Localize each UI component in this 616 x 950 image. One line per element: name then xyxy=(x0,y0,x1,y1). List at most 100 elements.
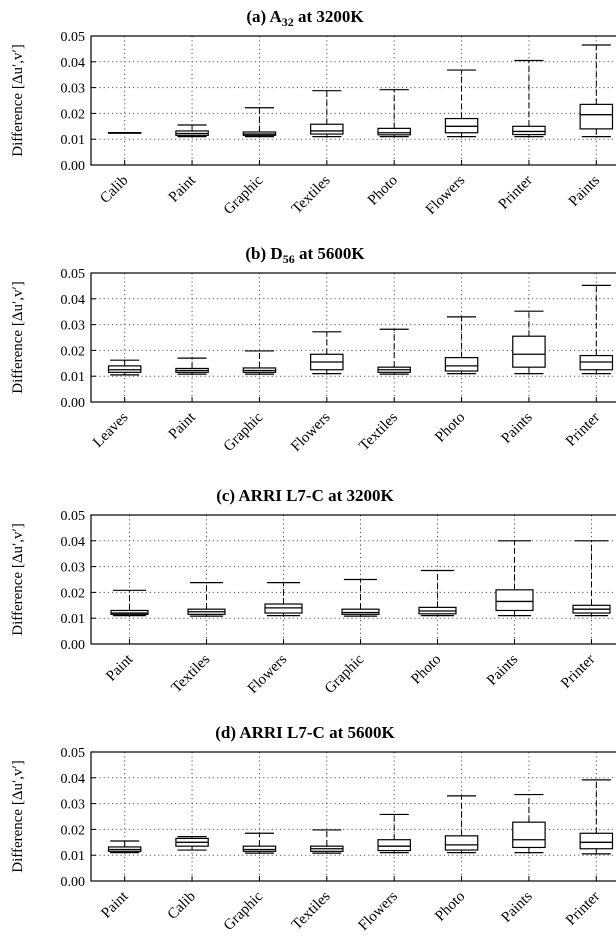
y-tick-label: 0.01 xyxy=(61,370,86,385)
chart-title: (b) D56 at 5600K xyxy=(245,244,365,266)
y-tick-label: 0.04 xyxy=(61,772,86,787)
box-printer xyxy=(579,284,614,375)
y-axis-label: Difference [Δu′,v′] xyxy=(10,44,26,157)
x-tick-label: Photo xyxy=(408,652,444,688)
box-iqr xyxy=(512,335,546,368)
box-paint xyxy=(175,357,209,375)
box-paint xyxy=(110,589,149,617)
box-textiles xyxy=(377,328,411,375)
x-tick-label: Paints xyxy=(566,172,603,209)
box-graphic xyxy=(242,350,277,375)
y-axis-label: Difference [Δu′,v′] xyxy=(10,281,26,394)
plot-frame xyxy=(90,514,616,645)
x-tick-label: Paints xyxy=(499,888,536,925)
y-tick-label: 0.00 xyxy=(61,638,86,653)
y-tick-label: 0.04 xyxy=(61,293,86,308)
x-tick-label: Graphic xyxy=(221,888,267,934)
box-photo xyxy=(418,569,457,617)
y-tick-label: 0.01 xyxy=(61,612,86,627)
chart-panel-4: (d) ARRI L7-C at 5600K Difference [Δu′,v′… xyxy=(10,723,616,934)
box-iqr xyxy=(495,589,534,612)
y-tick-label: 0.00 xyxy=(61,159,86,174)
x-tick-label: Textiles xyxy=(289,888,334,933)
x-tick-label: Calib xyxy=(165,889,199,923)
x-tick-label: Flowers xyxy=(288,409,334,455)
x-tick-label: Graphic xyxy=(221,172,267,218)
y-tick-label: 0.02 xyxy=(61,586,86,601)
box-calib xyxy=(175,836,209,851)
box-flowers xyxy=(264,581,303,617)
plot-frame xyxy=(90,35,616,166)
y-tick-label: 0.03 xyxy=(61,319,86,334)
y-tick-label: 0.03 xyxy=(61,798,86,813)
y-tick-label: 0.03 xyxy=(61,561,86,576)
box-graphic xyxy=(341,578,380,617)
y-tick-label: 0.01 xyxy=(61,133,86,148)
y-tick-label: 0.05 xyxy=(61,509,86,524)
box-textiles xyxy=(310,829,344,854)
x-tick-label: Printer xyxy=(558,652,598,692)
x-tick-label: Textiles xyxy=(169,651,214,696)
x-tick-label: Flowers xyxy=(356,888,402,934)
y-tick-label: 0.02 xyxy=(61,823,86,838)
box-graphic xyxy=(242,107,277,138)
x-tick-label: Flowers xyxy=(245,651,291,697)
x-tick-label: Printer xyxy=(496,173,536,213)
y-tick-label: 0.00 xyxy=(61,396,86,411)
x-tick-label: Graphic xyxy=(322,651,368,697)
box-flowers xyxy=(377,813,411,854)
x-tick-label: Printer xyxy=(563,410,603,450)
box-printer xyxy=(579,779,614,855)
y-tick-label: 0.05 xyxy=(61,30,86,45)
box-iqr xyxy=(579,103,614,130)
box-flowers xyxy=(444,69,479,138)
y-tick-label: 0.02 xyxy=(61,107,86,122)
plot-frame xyxy=(90,751,616,882)
x-tick-label: Paint xyxy=(103,651,137,685)
x-tick-label: Calib xyxy=(97,173,131,207)
box-paints xyxy=(512,310,546,375)
box-paints xyxy=(495,540,534,617)
x-tick-label: Printer xyxy=(563,889,603,929)
box-iqr xyxy=(512,125,546,136)
box-iqr xyxy=(341,608,380,615)
box-iqr xyxy=(242,845,277,852)
x-tick-label: Graphic xyxy=(221,409,267,455)
y-tick-label: 0.05 xyxy=(61,267,86,282)
y-tick-label: 0.02 xyxy=(61,344,86,359)
box-iqr xyxy=(512,821,546,849)
y-tick-label: 0.04 xyxy=(61,535,86,550)
box-textiles xyxy=(187,581,226,617)
x-tick-label: Paint xyxy=(166,409,200,443)
x-tick-label: Paints xyxy=(484,651,521,688)
x-tick-label: Textiles xyxy=(356,409,401,454)
x-tick-label: Photo xyxy=(365,173,401,209)
box-iqr xyxy=(444,835,479,851)
x-tick-label: Photo xyxy=(432,410,468,446)
box-paint xyxy=(175,124,209,138)
box-iqr xyxy=(377,839,411,852)
y-tick-label: 0.05 xyxy=(61,746,86,761)
box-iqr xyxy=(579,832,614,850)
y-axis-label: Difference [Δu′,v′] xyxy=(10,523,26,636)
x-tick-label: Paints xyxy=(499,409,536,446)
box-leaves xyxy=(107,359,142,376)
box-photo xyxy=(444,316,479,375)
box-paints xyxy=(512,793,546,854)
chart-panel-3: (c) ARRI L7-C at 3200K Difference [Δu′,v′… xyxy=(10,486,616,697)
box-graphic xyxy=(242,832,277,854)
x-tick-label: Paint xyxy=(98,888,132,922)
plot-frame xyxy=(90,272,616,403)
x-tick-label: Photo xyxy=(432,889,468,925)
box-iqr xyxy=(310,123,344,135)
box-paints xyxy=(579,44,614,138)
box-photo xyxy=(377,89,411,138)
y-tick-label: 0.01 xyxy=(61,849,86,864)
y-tick-label: 0.00 xyxy=(61,875,86,890)
x-tick-label: Paint xyxy=(166,172,200,206)
box-iqr xyxy=(377,127,411,136)
chart-title: (a) A32 at 3200K xyxy=(246,7,364,29)
chart-panel-2: (b) D56 at 5600K Difference [Δu′,v′] 0.00 0… xyxy=(10,244,616,455)
